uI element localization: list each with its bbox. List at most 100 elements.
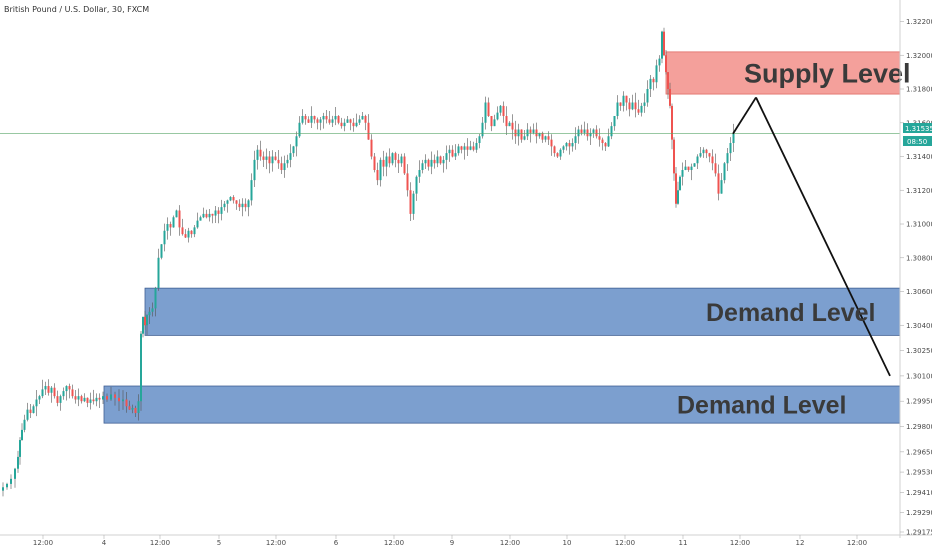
candle-body (137, 401, 140, 414)
candle-body (202, 213, 205, 218)
candle-body (574, 136, 577, 144)
candle-body (460, 146, 463, 150)
candle-body (271, 156, 274, 164)
candle-body (199, 217, 202, 221)
candle-body (538, 132, 541, 137)
candle-body (65, 386, 68, 392)
countdown-value: 08:50 (907, 138, 927, 146)
candle-body (328, 119, 331, 123)
candle-body (262, 156, 265, 160)
candle-body (62, 391, 65, 397)
candle-body (367, 122, 370, 140)
candle-body (397, 159, 400, 164)
candle-body (247, 200, 250, 208)
projection-arrow-segment (732, 96, 757, 135)
candle-body (667, 72, 669, 90)
candle-body (720, 180, 723, 194)
candle-body (562, 146, 565, 150)
candle-body (663, 31, 665, 56)
candle-body (448, 149, 451, 154)
price-tick-label: 1.31400 (906, 153, 932, 161)
candle-body (523, 136, 526, 140)
projection-arrow-segment (755, 97, 891, 377)
candle-body (352, 122, 355, 127)
price-badge: 1.31535 08:50 (903, 123, 932, 146)
candle-body (244, 203, 247, 208)
candle-body (50, 387, 53, 393)
candle-body (409, 190, 412, 214)
candle-body (259, 149, 262, 157)
candle-body (640, 105, 643, 113)
candle-body (394, 153, 397, 160)
price-tick-label: 1.29530 (906, 469, 932, 477)
candle-body (484, 102, 487, 123)
candle-body (628, 102, 631, 110)
time-tick-label: 5 (217, 539, 221, 547)
candle-body (577, 129, 580, 137)
candle-body (80, 396, 83, 402)
candle-body (238, 203, 241, 208)
candle-body (307, 119, 310, 123)
candle-body (86, 397, 89, 403)
candle-body (526, 129, 529, 137)
candle-body (106, 396, 108, 400)
price-tick-label: 1.31000 (906, 221, 932, 229)
candle-body (729, 143, 732, 154)
candle-body (235, 200, 238, 204)
candle-body (684, 166, 687, 171)
candle-body (388, 156, 391, 164)
candle-body (586, 129, 589, 137)
candle-body (268, 156, 271, 164)
candle-body (21, 429, 23, 441)
time-tick-label: 12:00 (150, 539, 170, 547)
candle-body (478, 136, 481, 144)
candle-body (217, 210, 220, 214)
candle-body (184, 234, 187, 238)
candle-body (723, 163, 726, 181)
candle-body (693, 163, 696, 167)
candle-body (151, 308, 154, 312)
candle-body (29, 409, 32, 414)
candle-body (32, 406, 35, 414)
candle-body (379, 159, 382, 181)
candle-body (370, 139, 373, 157)
candle-body (592, 129, 595, 133)
price-tick-label: 1.30600 (906, 288, 932, 296)
candle-body (74, 396, 77, 400)
candle-body (193, 227, 196, 235)
price-badge-bg (903, 123, 932, 133)
candle-body (334, 116, 337, 120)
candle-body (406, 173, 409, 191)
time-tick-label: 9 (450, 539, 454, 547)
candle-body (547, 136, 550, 140)
candle-body (331, 119, 334, 123)
price-tick-label: 1.31800 (906, 86, 932, 94)
candle-body (47, 386, 50, 393)
candle-body (514, 129, 517, 137)
candle-body (391, 153, 394, 164)
candle-body (598, 136, 601, 140)
candle-body (442, 159, 445, 164)
candle-body (59, 396, 62, 403)
candle-body (196, 220, 199, 228)
candle-body (451, 149, 454, 157)
candle-body (134, 407, 137, 414)
candle-body (496, 112, 499, 120)
time-tick-label: 12:00 (730, 539, 750, 547)
time-tick-label: 4 (102, 539, 107, 547)
candle-body (661, 31, 663, 59)
candle-body (595, 129, 598, 137)
candle-body (2, 487, 4, 491)
candle-body (385, 156, 388, 167)
candle-body (102, 396, 104, 400)
candle-body (646, 89, 649, 103)
price-tick-label: 1.31200 (906, 187, 932, 195)
candle-body (283, 163, 286, 171)
candle-body (358, 119, 361, 123)
candle-body (445, 153, 448, 160)
candle-body (487, 102, 490, 117)
candle-body (679, 176, 681, 191)
supply-zone (665, 51, 901, 95)
candle-body (412, 193, 415, 214)
